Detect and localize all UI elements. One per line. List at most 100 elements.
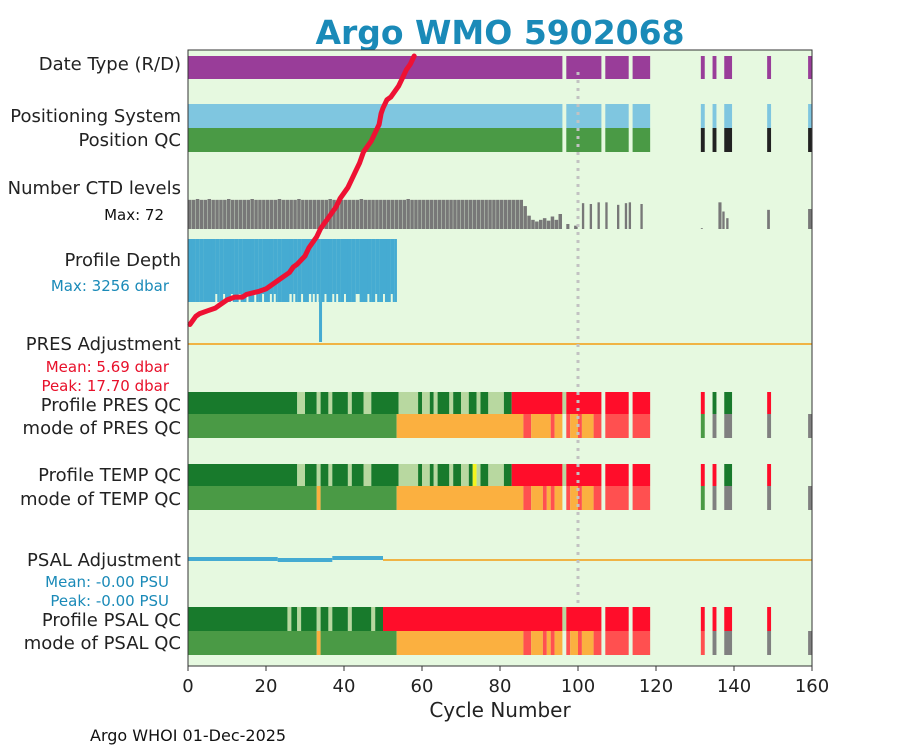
psal-qc-segment <box>351 607 372 631</box>
date-type-label: Date Type (R/D) <box>39 54 181 75</box>
psal-qc-segment <box>347 607 352 631</box>
pres-mode-segment <box>593 414 602 438</box>
date-type-segment <box>188 56 563 79</box>
positioning-segment <box>712 104 717 128</box>
profile-depth-bar <box>386 239 391 302</box>
pres-qc-segment <box>437 392 450 414</box>
psal-mode-segment <box>566 631 571 655</box>
ctd-level-bar <box>195 199 200 229</box>
psal-qc-segment <box>332 607 348 631</box>
ctd-level-bar <box>398 199 403 229</box>
profile-depth-gap <box>344 294 346 302</box>
profile-depth-bar <box>301 239 306 302</box>
position-qc-segment <box>712 128 717 152</box>
temp-mode-segment <box>578 486 582 510</box>
ctd-level-bar <box>301 199 305 229</box>
ctd-level-bar <box>347 199 352 229</box>
psal-qc-segment <box>562 607 567 631</box>
pres-qc-segment <box>422 392 430 414</box>
ctd-level-bar <box>363 199 368 229</box>
profile-depth-gap <box>262 294 265 302</box>
positioning-segment <box>632 104 651 128</box>
x-tick-label: 20 <box>255 676 278 697</box>
temp-mode-segment <box>632 486 651 510</box>
ctd-level-bar <box>468 199 473 229</box>
ctd-level-bar <box>542 218 547 229</box>
pres-qc-segment <box>316 392 321 414</box>
pres-qc-segment <box>363 392 372 414</box>
pres-qc-segment <box>398 392 419 414</box>
pres-mode-segment <box>554 414 563 438</box>
temp-qc-segment <box>297 464 305 486</box>
temp-mode-segment <box>566 486 571 510</box>
ctd-level-bar <box>289 199 293 229</box>
date-type-segment <box>724 56 733 79</box>
pres-qc-segment <box>305 392 317 414</box>
ctd-level-bar <box>293 199 297 229</box>
psal-mode-label: mode of PSAL QC <box>24 633 181 654</box>
pres-mode-segment <box>550 414 555 438</box>
psal-mode-segment <box>605 631 629 655</box>
ctd-level-bar <box>808 209 812 229</box>
pres-qc-segment <box>297 392 305 414</box>
ctd-level-bar <box>254 199 258 229</box>
ctd-level-bar <box>539 219 543 229</box>
pres-qc-segment <box>320 392 329 414</box>
position-qc-segment <box>605 128 629 152</box>
pres-mode-segment <box>808 414 812 438</box>
psal-qc-segment <box>712 607 717 631</box>
psal-adj-label: PSAL Adjustment <box>27 550 181 571</box>
positioning-segment <box>767 104 772 128</box>
ctd-level-bar <box>281 199 286 229</box>
date-type-segment <box>700 56 705 79</box>
profile-depth-bar <box>281 239 286 302</box>
pres-mode-segment <box>700 414 705 438</box>
temp-qc-segment <box>712 464 717 486</box>
temp-mode-segment <box>546 486 551 510</box>
x-tick-label: 60 <box>411 676 434 697</box>
ctd-level-bar <box>422 199 426 229</box>
temp-qc-segment <box>398 464 419 486</box>
pres-qc-segment <box>449 392 454 414</box>
ctd-level-bar <box>527 215 531 229</box>
profile-depth-bar <box>269 239 274 302</box>
profile-depth-bar <box>351 239 356 302</box>
psal-mode-segment <box>767 631 772 655</box>
position-qc-segment <box>566 128 602 152</box>
psal-qc-segment <box>328 607 333 631</box>
ctd-level-bar <box>410 199 414 229</box>
pres-qc-segment <box>461 392 469 414</box>
temp-qc-segment <box>433 464 438 486</box>
temp-qc-segment <box>422 464 430 486</box>
temp-mode-segment <box>320 486 397 510</box>
pres-qc-segment <box>605 392 629 414</box>
pres-qc-segment <box>433 392 438 414</box>
ctd-level-bar <box>617 204 620 229</box>
profile-depth-gap <box>355 294 360 302</box>
ctd-level-bar <box>211 199 215 229</box>
psal-mode-segment <box>570 631 578 655</box>
psal-adjustment-segment <box>277 558 333 562</box>
profile-depth-bar <box>254 239 259 302</box>
temp-mode-segment <box>396 486 524 510</box>
x-axis-label: Cycle Number <box>429 698 571 722</box>
ctd-level-bar <box>375 199 379 229</box>
x-tick-label: 0 <box>182 676 193 697</box>
temp-qc-segment <box>332 464 348 486</box>
pres-qc-segment <box>480 392 489 414</box>
ctd-level-bar <box>277 199 282 229</box>
ctd-level-bar <box>445 199 449 229</box>
profile-depth-bar <box>355 239 360 302</box>
psal-qc-segment <box>291 607 298 631</box>
psal-qc-segment <box>320 607 329 631</box>
date-type-segment <box>632 56 651 79</box>
ctd-level-bar <box>273 199 278 229</box>
pres-qc-segment <box>328 392 333 414</box>
psal-qc-segment <box>700 607 705 631</box>
pres-qc-segment <box>332 392 348 414</box>
ctd-level-bar <box>332 199 336 229</box>
x-tick-label: 120 <box>639 676 673 697</box>
psal-qc-segment <box>297 607 302 631</box>
ctd-level-bar <box>191 199 196 229</box>
profile-depth-bar <box>297 239 302 302</box>
